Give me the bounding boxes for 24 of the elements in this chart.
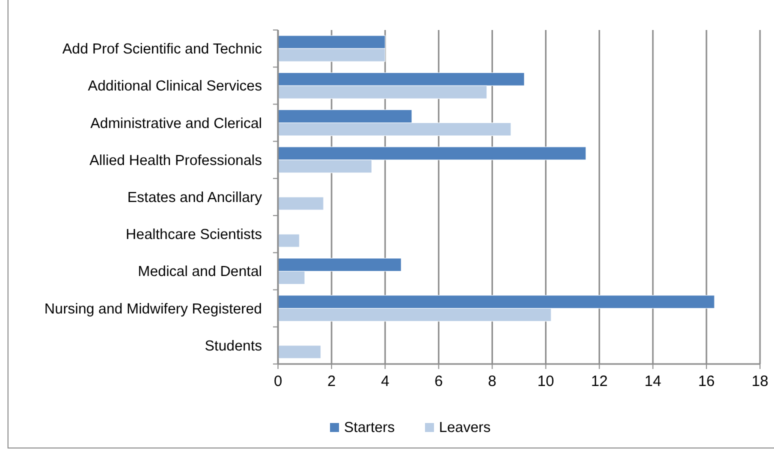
- bar: [278, 234, 300, 248]
- x-tick-label: 12: [590, 373, 608, 390]
- legend-label: Starters: [344, 420, 395, 436]
- y-tick-label: Students: [204, 338, 262, 354]
- bar: [278, 345, 322, 359]
- y-tick-label: Medical and Dental: [138, 264, 262, 280]
- y-tick-label: Allied Health Professionals: [90, 152, 262, 169]
- y-tick-label: Additional Clinical Services: [88, 78, 262, 95]
- x-tick-label: 2: [327, 373, 336, 390]
- x-tick-label: 16: [698, 373, 715, 390]
- y-tick-label: Add Prof Scientific and Technic: [62, 42, 262, 58]
- y-tick-label: Administrative and Clerical: [90, 116, 262, 132]
- x-tick-label: 14: [644, 373, 662, 390]
- x-tick-label: 4: [380, 373, 390, 390]
- x-tick-label: 8: [488, 373, 496, 390]
- bar: [278, 196, 324, 210]
- x-tick-label: 10: [537, 373, 554, 390]
- x-tick-label: 6: [434, 373, 443, 390]
- y-tick-label: Estates and Ancillary: [127, 190, 263, 206]
- x-tick-label: 0: [274, 373, 282, 390]
- y-tick-label: Healthcare Scientists: [126, 227, 262, 244]
- y-tick-label: Nursing and Midwifery Registered: [44, 301, 262, 318]
- legend-label: Leavers: [439, 420, 491, 436]
- x-tick-label: 18: [752, 373, 768, 390]
